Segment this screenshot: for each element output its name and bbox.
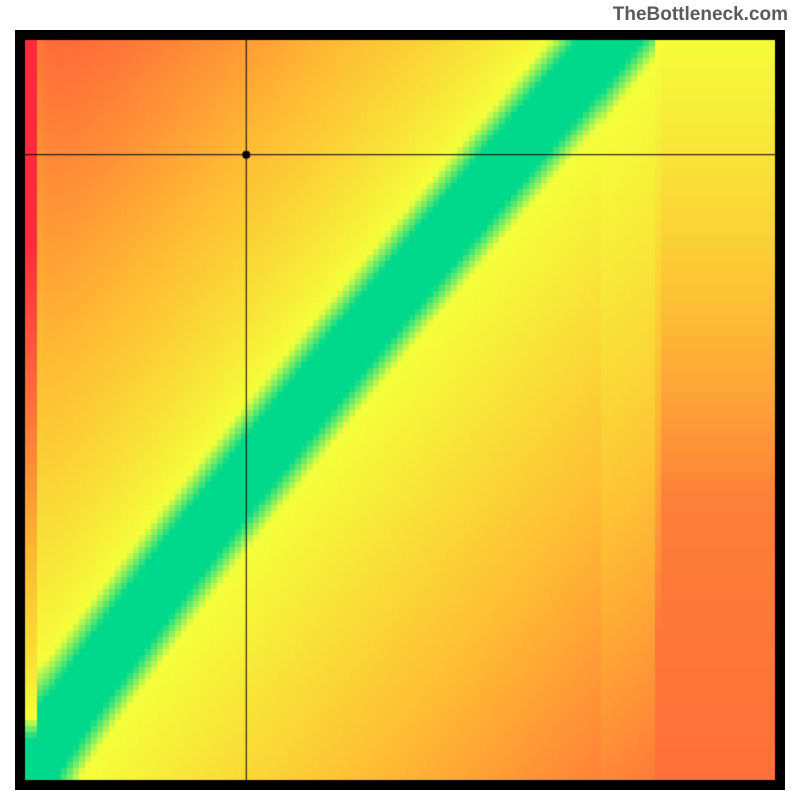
heatmap-canvas: [15, 30, 785, 790]
chart-container: TheBottleneck.com: [0, 0, 800, 800]
watermark-text: TheBottleneck.com: [613, 4, 788, 26]
